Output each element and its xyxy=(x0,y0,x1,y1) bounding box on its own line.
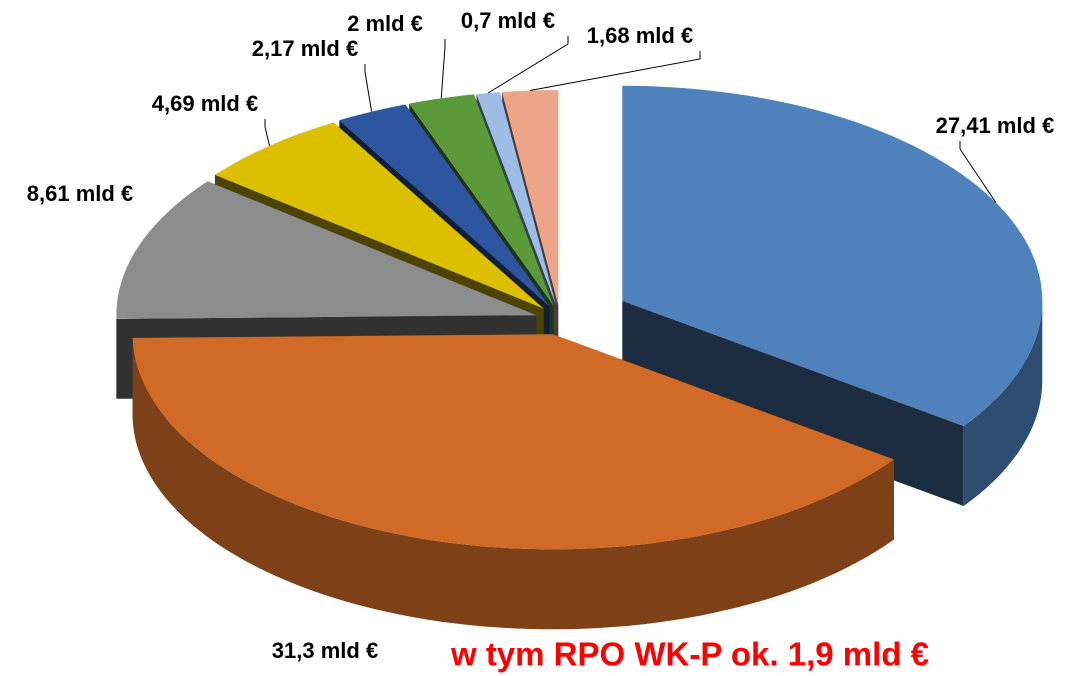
leader-line xyxy=(530,51,701,91)
data-label: 27,41 mld € xyxy=(936,113,1055,138)
data-label: 31,3 mld € xyxy=(272,638,378,663)
slice-top xyxy=(214,122,544,309)
slice-top xyxy=(132,334,895,550)
leader-line xyxy=(364,64,373,112)
data-label: 1,68 mld € xyxy=(587,23,693,48)
slice xyxy=(132,334,895,630)
slice-top xyxy=(339,104,550,307)
data-label: 2 mld € xyxy=(347,11,423,36)
annotation: w tym RPO WK-P ok. 1,9 mld € xyxy=(450,636,929,673)
slice-top xyxy=(116,181,537,319)
slice-top xyxy=(622,85,1043,427)
slice-top xyxy=(502,90,559,305)
leader-line xyxy=(264,119,270,146)
data-label: 4,69 mld € xyxy=(152,91,258,116)
slice-top xyxy=(409,94,554,306)
data-label: 2,17 mld € xyxy=(252,36,358,61)
data-label: 8,61 mld € xyxy=(27,181,133,206)
leader-line xyxy=(440,39,446,99)
leader-line xyxy=(959,141,997,203)
slice-top xyxy=(476,92,556,306)
leader-line xyxy=(487,36,569,94)
slice-wall xyxy=(132,337,895,630)
data-label: 0,7 mld € xyxy=(461,8,555,33)
slice-wall xyxy=(963,300,1043,506)
